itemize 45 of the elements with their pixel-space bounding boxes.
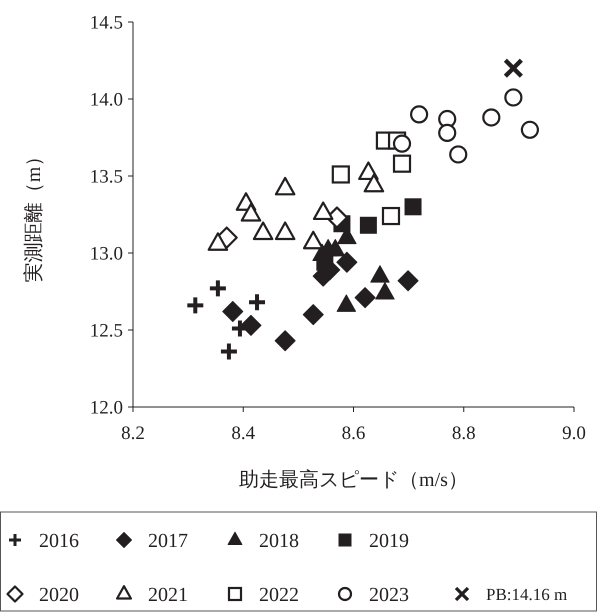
point — [222, 301, 244, 322]
x-tick-label: 8.4 — [231, 423, 256, 444]
point — [332, 165, 350, 184]
point — [398, 270, 419, 292]
legend-label: 2016 — [39, 530, 79, 552]
x-tick-label: 8.6 — [342, 423, 366, 444]
point — [354, 287, 376, 308]
point — [302, 304, 324, 326]
point — [504, 88, 522, 107]
x-tick-label: 9.0 — [562, 423, 586, 444]
x-axis-title: 助走最高スピード（m/s） — [239, 468, 468, 491]
point — [449, 145, 468, 164]
point — [247, 292, 268, 312]
point — [208, 278, 228, 298]
x-tick-label: 8.8 — [452, 423, 476, 444]
legend-label: 2020 — [39, 584, 79, 606]
point — [336, 252, 358, 273]
point — [410, 105, 428, 124]
point — [438, 124, 456, 142]
point — [482, 108, 500, 127]
legend-label: 2023 — [369, 584, 409, 606]
point — [240, 314, 262, 336]
y-tick-label: 12.0 — [90, 398, 123, 419]
legend-label: PB:14.16 m — [486, 584, 568, 604]
point — [360, 216, 377, 234]
y-tick-label: 12.5 — [90, 320, 123, 342]
y-tick-label: 13.0 — [90, 244, 123, 265]
point — [503, 58, 524, 78]
point — [274, 330, 296, 352]
point — [404, 198, 422, 216]
x-tick-label: 8.2 — [121, 423, 145, 444]
legend-label: 2017 — [148, 530, 188, 552]
y-tick-label: 14.0 — [90, 90, 123, 111]
legend-label: 2019 — [369, 530, 409, 552]
y-tick-label: 14.5 — [90, 12, 123, 34]
point — [392, 134, 412, 153]
point — [392, 154, 412, 173]
legend-label: 2022 — [259, 584, 299, 606]
point — [382, 206, 400, 226]
legend-label: 2021 — [148, 584, 188, 606]
legend-label: 2018 — [259, 530, 299, 552]
y-axis-title: 実測距離（m） — [22, 146, 45, 282]
point — [520, 120, 539, 139]
y-tick-label: 13.5 — [90, 166, 123, 188]
point — [185, 295, 206, 316]
